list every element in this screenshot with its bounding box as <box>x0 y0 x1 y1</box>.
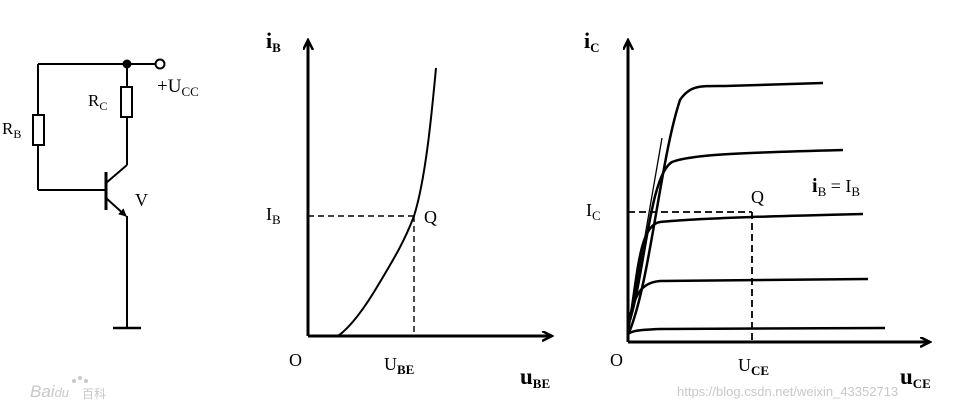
baidu-watermark: Baidu 百科 <box>30 376 106 401</box>
output-ic-label: IC <box>586 200 601 223</box>
output-curve-5 <box>627 326 886 336</box>
paw-icon <box>84 379 88 383</box>
common-emitter-circuit <box>32 58 166 330</box>
vcc-terminal <box>154 58 166 70</box>
transistor-emitter-lead <box>105 197 127 217</box>
rb-label: RB <box>2 119 21 141</box>
output-characteristic-chart <box>628 40 930 342</box>
csdn-watermark: https://blog.csdn.net/weixin_43352713 <box>677 384 898 399</box>
output-uce-label: UCE <box>738 355 769 378</box>
output-curve-4 <box>626 277 869 323</box>
output-y-axis-label: iC <box>584 28 600 55</box>
input-characteristic-chart <box>308 40 552 336</box>
input-origin-label: O <box>289 350 302 370</box>
output-curve-2 <box>628 148 844 321</box>
transistor-label: V <box>135 190 148 210</box>
input-curve <box>337 67 437 337</box>
input-q-label: Q <box>424 207 437 227</box>
rc-label: RC <box>88 91 107 113</box>
rc-resistor <box>120 86 133 118</box>
output-curve-1 <box>626 81 824 336</box>
input-ube-label: UBE <box>384 354 414 377</box>
saturation-boundary <box>627 137 663 335</box>
input-y-axis-label: iB <box>266 28 281 55</box>
transistor-collector-lead <box>105 164 128 184</box>
paw-icon <box>78 376 82 380</box>
output-x-axis-label: uCE <box>900 364 931 391</box>
ib-equals-ib-label: iB = IB <box>812 175 860 199</box>
paw-icon <box>72 379 76 383</box>
rb-resistor <box>32 114 45 146</box>
output-origin-label: O <box>610 350 623 370</box>
input-ib-label: IB <box>266 204 281 227</box>
output-q-label: Q <box>751 187 764 207</box>
output-curve-3 <box>628 212 864 321</box>
watermark-baike: 百科 <box>82 387 106 401</box>
input-x-axis-label: uBE <box>520 364 550 391</box>
watermark-bai: Baidu <box>30 382 69 401</box>
vcc-label: +UCC <box>157 76 199 99</box>
